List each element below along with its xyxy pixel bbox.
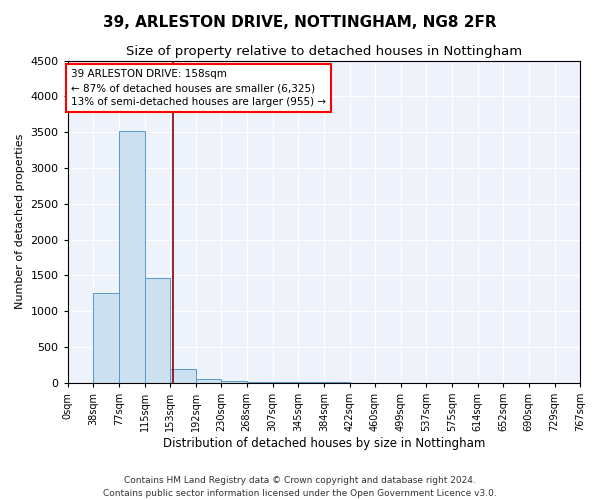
Title: Size of property relative to detached houses in Nottingham: Size of property relative to detached ho… [126,45,522,58]
Bar [196,379,221,383]
Bar [273,382,298,383]
Bar [170,369,196,383]
Text: Contains HM Land Registry data © Crown copyright and database right 2024.
Contai: Contains HM Land Registry data © Crown c… [103,476,497,498]
X-axis label: Distribution of detached houses by size in Nottingham: Distribution of detached houses by size … [163,437,485,450]
Text: 39, ARLESTON DRIVE, NOTTINGHAM, NG8 2FR: 39, ARLESTON DRIVE, NOTTINGHAM, NG8 2FR [103,15,497,30]
Bar [221,381,247,383]
Bar [93,294,119,383]
Text: 39 ARLESTON DRIVE: 158sqm
← 87% of detached houses are smaller (6,325)
13% of se: 39 ARLESTON DRIVE: 158sqm ← 87% of detac… [71,69,326,107]
Bar [247,382,273,383]
Bar [298,382,324,383]
Y-axis label: Number of detached properties: Number of detached properties [15,134,25,310]
Bar [145,278,170,383]
Bar [119,131,145,383]
